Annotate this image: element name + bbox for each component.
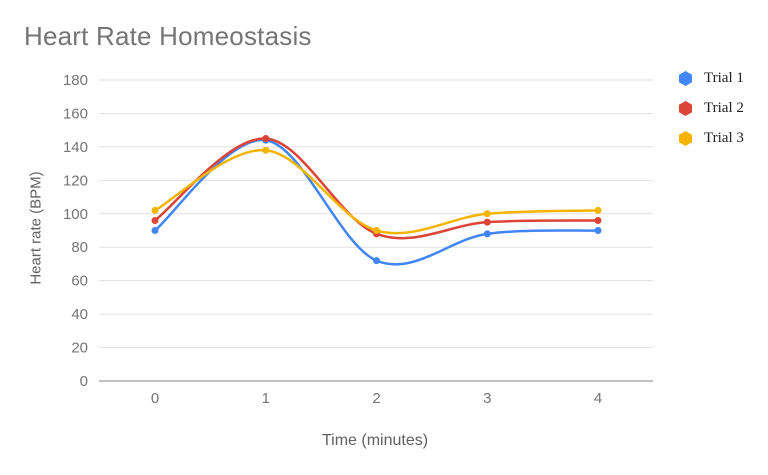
chart-title: Heart Rate Homeostasis [24, 21, 312, 51]
y-tick-label: 20 [71, 340, 88, 357]
legend-item-trial-2: Trial 2 [679, 100, 744, 117]
legend-label: Trial 1 [704, 70, 744, 86]
legend-marker-hexagon-icon [679, 131, 692, 146]
legend-marker-hexagon-icon [679, 71, 692, 86]
y-tick-label: 80 [71, 239, 88, 256]
legend-label: Trial 2 [704, 100, 744, 116]
x-tick-label: 1 [262, 390, 270, 407]
x-tick-label: 4 [594, 390, 602, 407]
x-tick-label: 2 [372, 390, 380, 407]
y-tick-label: 140 [63, 139, 88, 156]
data-point-trial-2 [151, 216, 159, 224]
data-point-trial-2 [483, 218, 491, 226]
y-tick-label: 0 [80, 373, 88, 390]
legend-marker-hexagon-icon [679, 101, 692, 116]
data-point-trial-3 [594, 206, 602, 214]
data-point-trial-1 [373, 257, 380, 265]
y-tick-label: 120 [63, 172, 88, 189]
data-point-trial-1 [594, 227, 602, 234]
y-axis-title: Heart rate (BPM) [27, 171, 45, 285]
x-tick-label: 3 [483, 390, 491, 407]
series-line-trial-3 [153, 148, 600, 235]
x-tick-label: 0 [151, 390, 159, 407]
y-tick-label: 100 [63, 206, 88, 223]
y-tick-label: 40 [71, 306, 88, 323]
x-axis-title: Time (minutes) [321, 432, 429, 449]
series-line-trial-2 [153, 137, 600, 240]
legend: Trial 1 Trial 2 Trial 3 [679, 70, 744, 160]
data-point-trial-3 [151, 206, 159, 214]
series-line-trial-1 [153, 138, 600, 266]
y-tick-label: 180 [63, 72, 88, 89]
data-point-trial-1 [483, 230, 491, 238]
legend-label: Trial 3 [704, 130, 744, 146]
y-tick-label: 160 [63, 105, 88, 122]
data-point-trial-2 [594, 216, 602, 224]
legend-item-trial-1: Trial 1 [679, 70, 744, 87]
data-point-trial-3 [483, 210, 491, 218]
data-point-trial-1 [151, 227, 159, 234]
data-point-trial-3 [373, 227, 380, 234]
y-tick-label: 60 [71, 273, 88, 290]
data-point-trial-3 [262, 146, 270, 154]
legend-item-trial-3: Trial 3 [679, 130, 744, 147]
data-point-trial-2 [262, 135, 270, 143]
